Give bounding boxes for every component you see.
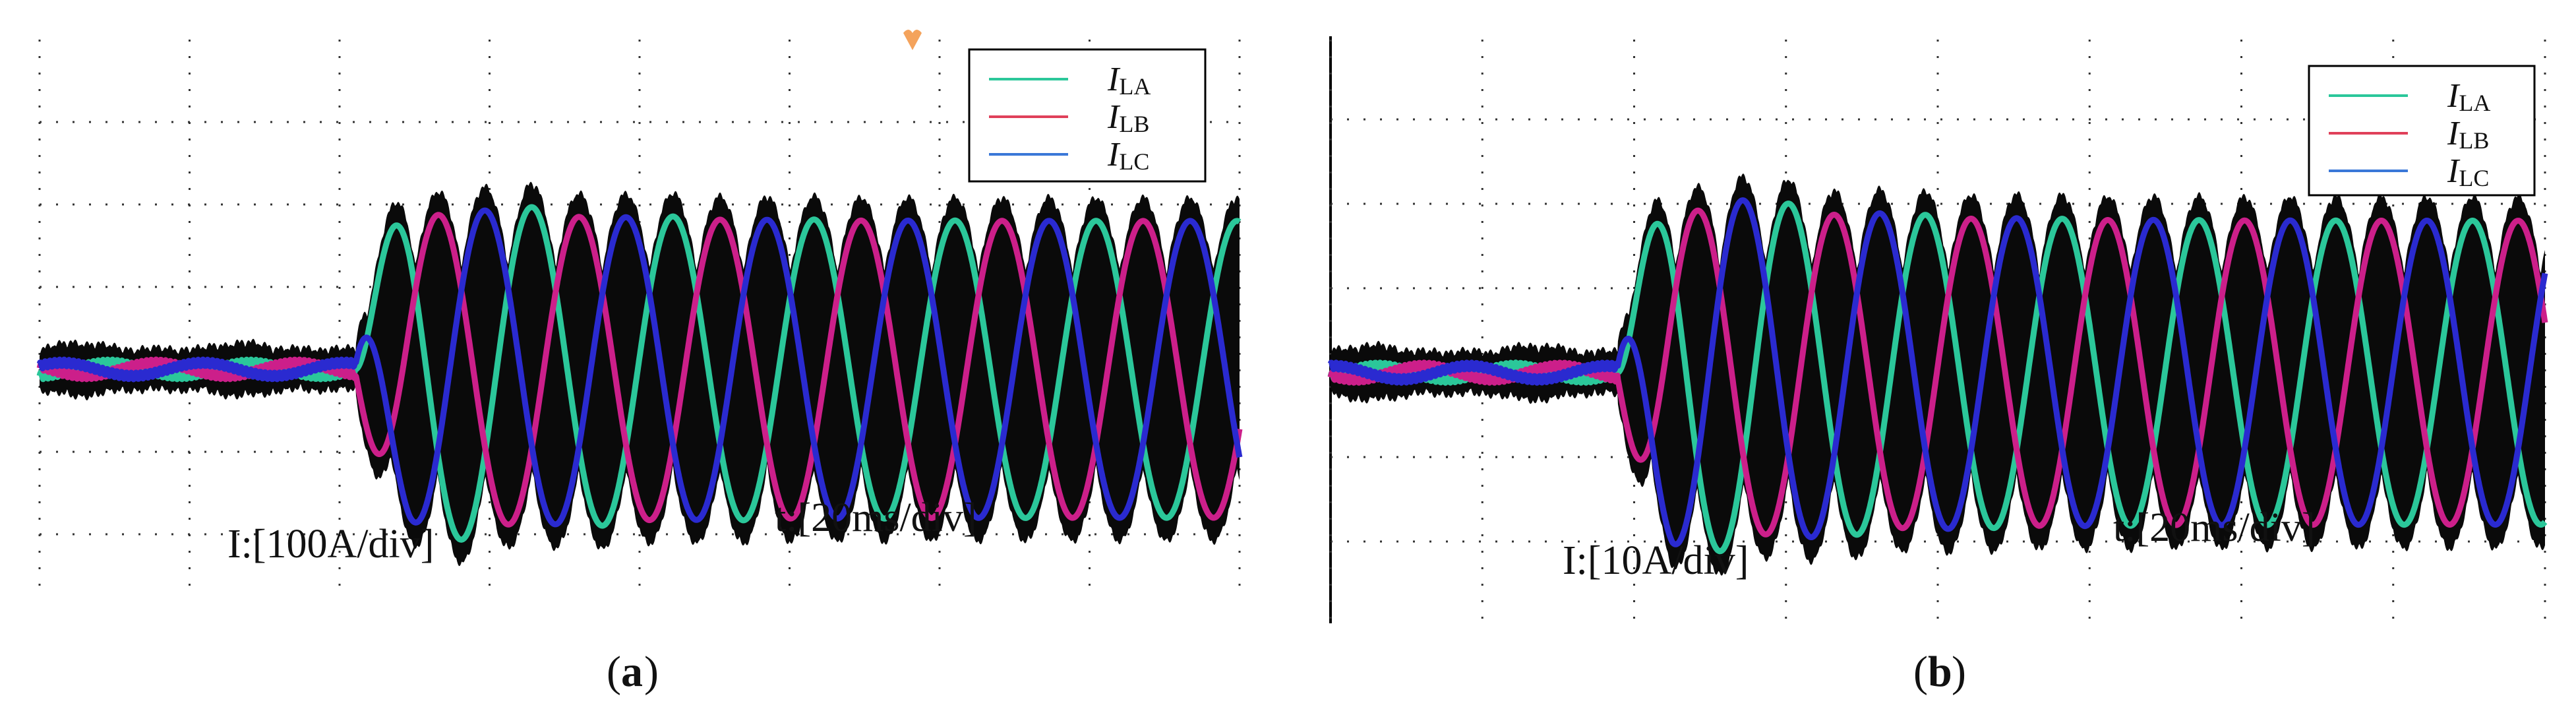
trace-ILC xyxy=(1327,197,2548,547)
trace-ILB xyxy=(36,212,1243,528)
waveforms-b xyxy=(1327,173,2548,576)
svg-text:): ) xyxy=(1952,648,1966,696)
current-scale-label-b: I:[10A/div] xyxy=(1563,538,1749,583)
trigger-marker-icon xyxy=(903,30,922,50)
svg-text:): ) xyxy=(644,648,659,696)
waveforms-a xyxy=(36,181,1243,567)
time-scale-label-b: t:[20ms/div] xyxy=(2113,505,2316,550)
caption-letter-a: a xyxy=(621,648,643,696)
trace-ILC xyxy=(36,207,1243,528)
svg-text:(: ( xyxy=(1913,648,1928,696)
panel-caption-b: ( b ) xyxy=(1913,648,1966,696)
panel-caption-a: ( a ) xyxy=(607,648,659,696)
svg-text:(: ( xyxy=(607,648,621,696)
current-scale-label-a: I:[100A/div] xyxy=(227,522,434,567)
time-scale-label-a: t:[20ms/div] xyxy=(775,495,977,540)
caption-letter-b: b xyxy=(1928,648,1952,696)
